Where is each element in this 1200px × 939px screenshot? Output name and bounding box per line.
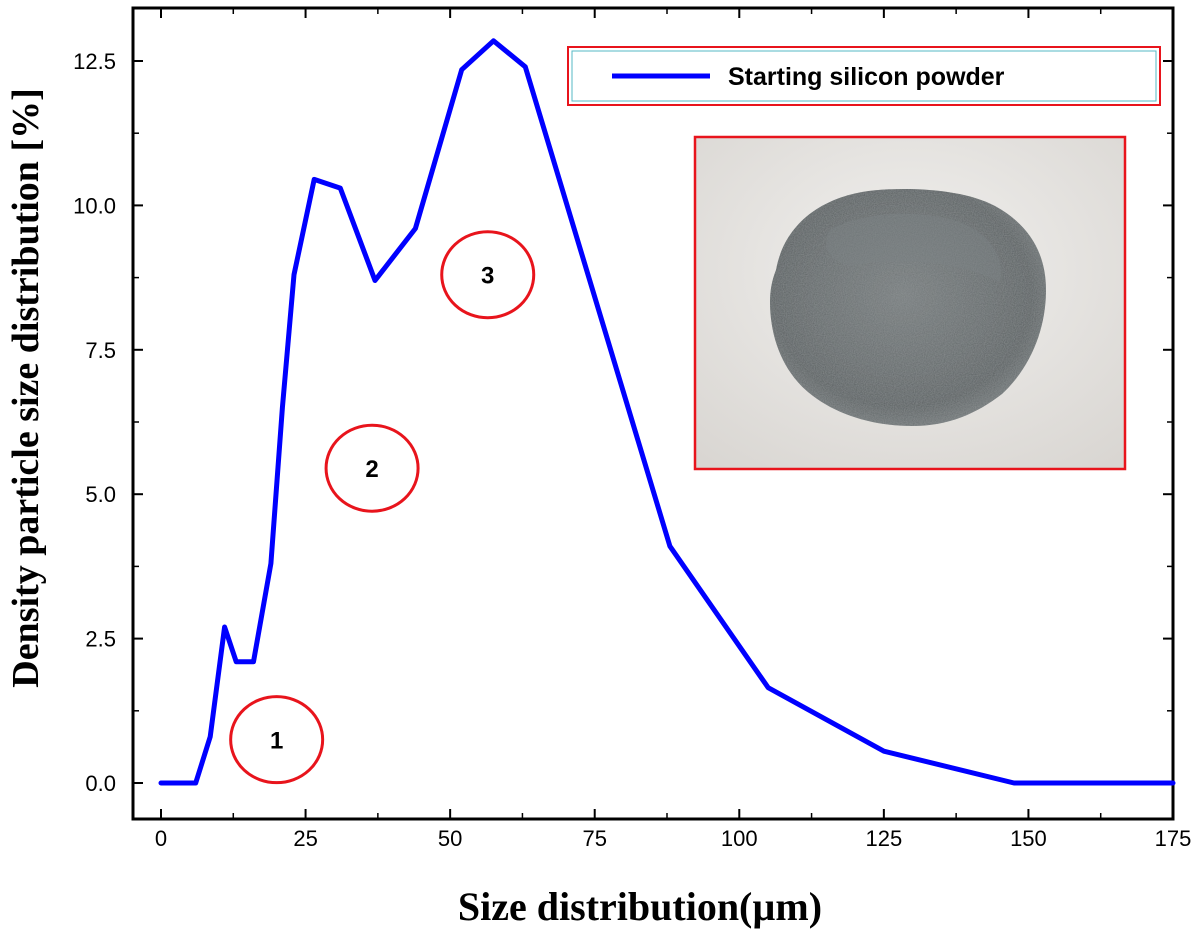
- x-tick-label: 100: [721, 826, 758, 851]
- x-tick-label: 75: [582, 826, 606, 851]
- annotation-label: 2: [365, 456, 378, 483]
- annotation-circle: [324, 423, 420, 513]
- inset-powder-photo: [693, 135, 1127, 471]
- annotation-marker-1: 1: [229, 695, 325, 785]
- x-tick-label: 125: [865, 826, 902, 851]
- y-tick-label: 7.5: [85, 338, 116, 363]
- inset-photo-frame: [693, 135, 1127, 471]
- y-tick-label: 12.5: [73, 49, 116, 74]
- y-tick-label: 5.0: [85, 482, 116, 507]
- y-tick-label: 0.0: [85, 771, 116, 796]
- y-tick-label: 2.5: [85, 627, 116, 652]
- powder-pile: [770, 188, 1046, 426]
- x-tick-label: 150: [1010, 826, 1047, 851]
- series-line-starting-silicon-powder: [158, 38, 1176, 786]
- annotation-label: 1: [270, 728, 283, 755]
- axis-tick-labels: 0 25 50 75 100 125 150 175 0.0 2.5 5.0 7.5 10.0 12.5: [73, 49, 1191, 851]
- x-tick-label: 175: [1155, 826, 1192, 851]
- x-axis-title: Size distribution(µm): [458, 884, 822, 929]
- y-tick-label: 10.0: [73, 193, 116, 218]
- powder-highlight: [826, 213, 1001, 282]
- annotation-circle: [440, 230, 536, 320]
- plot-frame: [131, 6, 1175, 821]
- annotation-label: 3: [481, 263, 494, 290]
- annotation-circle: [229, 695, 325, 785]
- x-tick-label: 50: [438, 826, 462, 851]
- x-tick-label: 25: [293, 826, 317, 851]
- legend: Starting silicon powder: [567, 46, 1161, 106]
- axis-ticks: [133, 8, 1174, 819]
- legend-inner-frame: [571, 50, 1157, 102]
- annotation-marker-2: 2: [324, 423, 420, 513]
- annotation-marker-3: 3: [440, 230, 536, 320]
- legend-label: Starting silicon powder: [728, 63, 1005, 91]
- x-tick-label: 0: [155, 826, 167, 851]
- y-axis-title: Density particle size distribution [%]: [5, 88, 47, 688]
- annotation-markers: 1 2 3: [229, 230, 536, 785]
